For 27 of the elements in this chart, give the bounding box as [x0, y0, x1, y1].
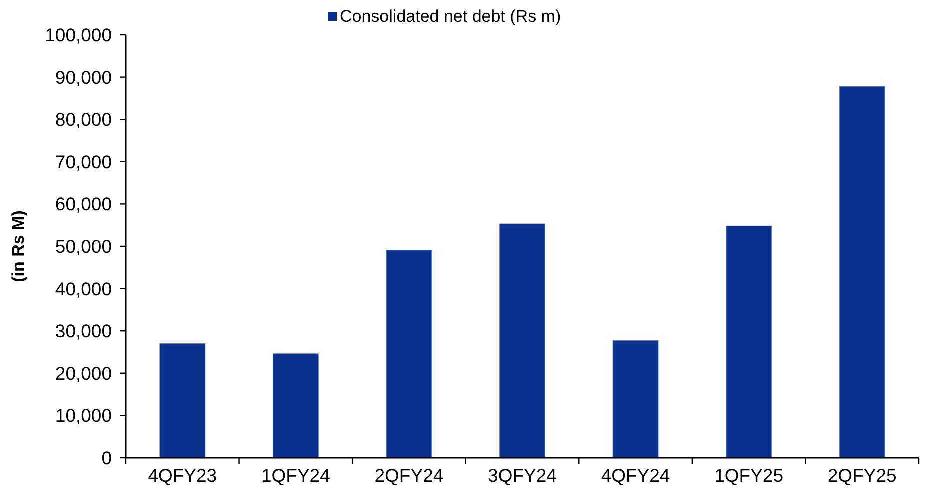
y-tick-label: 10,000 — [55, 405, 112, 426]
y-tick-label: 70,000 — [55, 151, 112, 172]
x-tick-label: 2QFY24 — [374, 465, 444, 486]
y-tick-label: 100,000 — [45, 24, 112, 46]
bar — [500, 224, 546, 458]
y-tick-label: 80,000 — [55, 109, 112, 130]
y-tick-label: 50,000 — [55, 236, 112, 257]
bar — [726, 226, 772, 458]
x-tick-label: 3QFY24 — [488, 465, 557, 486]
bar — [386, 250, 432, 458]
y-tick-label: 20,000 — [55, 362, 112, 384]
y-axis-title: (in Rs M) — [9, 210, 28, 282]
x-tick-label: 2QFY25 — [828, 465, 897, 486]
y-tick-label: 60,000 — [55, 194, 112, 215]
x-tick-label: 4QFY24 — [601, 465, 670, 486]
bar — [272, 354, 319, 458]
x-tick-label: 1QFY25 — [714, 465, 784, 486]
bar — [839, 86, 886, 458]
y-tick-label: 90,000 — [55, 66, 112, 88]
bar — [612, 340, 659, 458]
bar — [160, 343, 206, 458]
y-tick-label: 0 — [102, 447, 112, 468]
x-tick-label: 4QFY23 — [148, 465, 218, 486]
x-tick-label: 1QFY24 — [261, 465, 330, 486]
legend-label: Consolidated net debt (Rs m) — [340, 6, 562, 26]
y-tick-label: 30,000 — [55, 320, 112, 342]
y-tick-label: 40,000 — [55, 278, 112, 300]
